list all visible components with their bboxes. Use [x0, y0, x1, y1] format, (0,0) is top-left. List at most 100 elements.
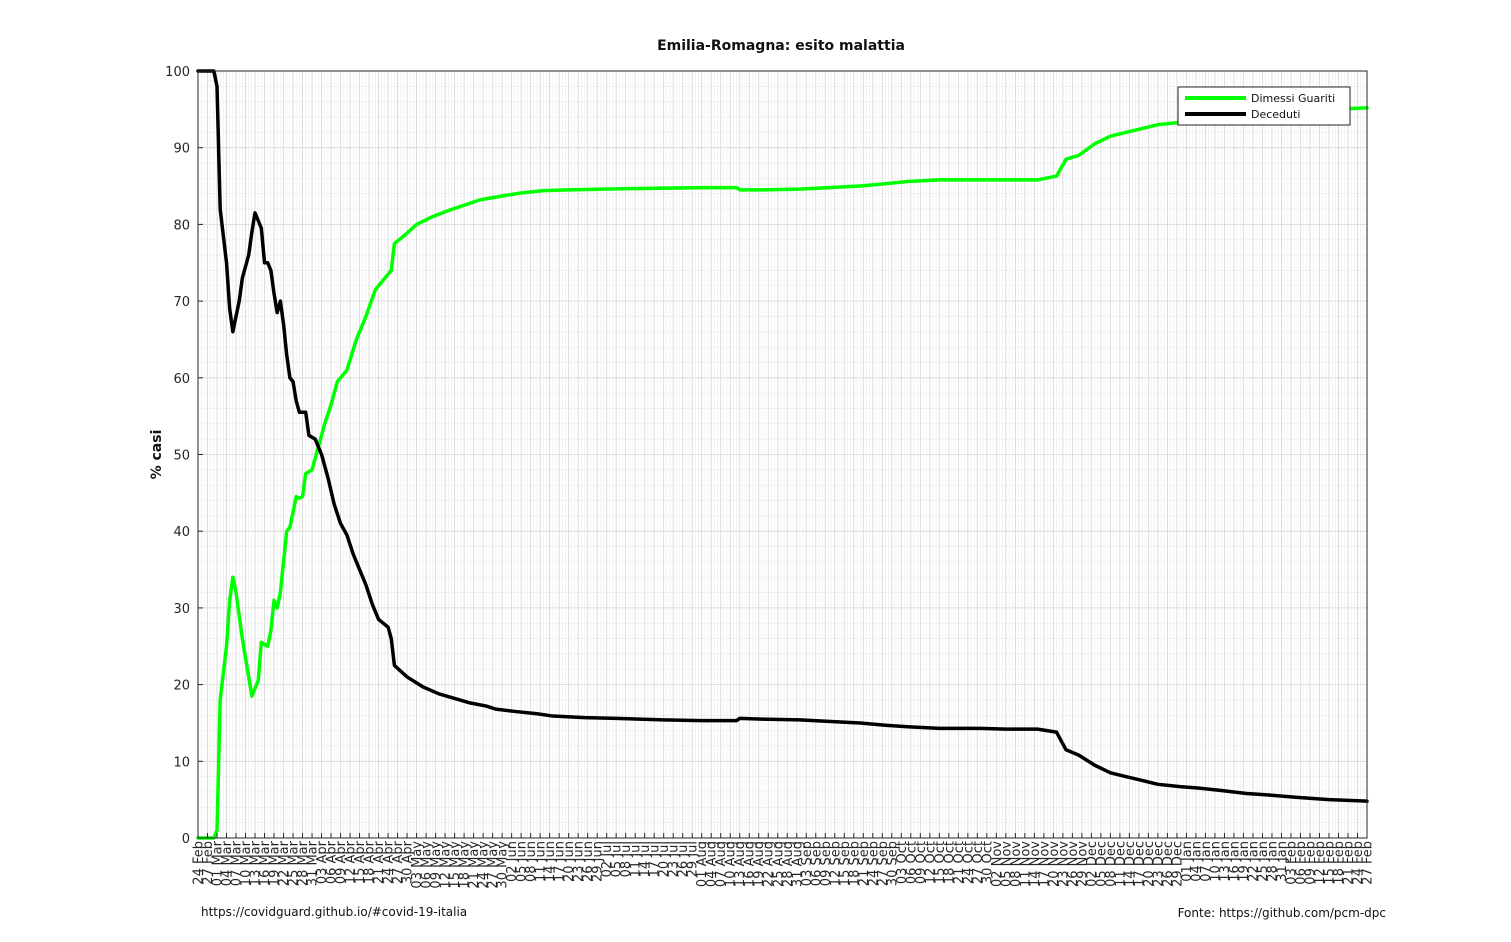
x-tick-label: 30 May [496, 841, 511, 889]
x-tick-label: 15 Feb [1322, 841, 1337, 885]
x-tick-label: 24 May [477, 841, 492, 889]
x-tick-label: 09 Feb [1303, 841, 1318, 885]
x-tick-label: 30 Sep [885, 841, 900, 886]
x-tick-label: 22 Jan [1246, 841, 1261, 882]
chart-title: Emilia-Romagna: esito malattia [657, 38, 905, 54]
x-tick-label: 20 Nov [1047, 841, 1062, 887]
x-tick-label: 04 Aug [705, 841, 720, 887]
x-tick-label: 28 Jan [1265, 841, 1280, 882]
x-tick-label: 04 Jan [1189, 841, 1204, 882]
x-tick-label: 29 Jul [686, 841, 701, 877]
footer-source-link[interactable]: https://covidguard.github.io/#covid-19-i… [201, 905, 468, 919]
x-tick-label: 23 Jun [572, 841, 587, 882]
x-tick-label: 24 Feb [192, 841, 207, 885]
x-tick-label: 01 Jan [1180, 841, 1195, 882]
x-tick-label: 03 Oct [895, 841, 910, 884]
x-tick-label: 11 Nov [1018, 841, 1033, 887]
x-tick-label: 20 Jul [657, 841, 672, 877]
x-tick-label: 16 Aug [743, 841, 758, 887]
x-tick-label: 16 Jan [1227, 841, 1242, 882]
y-tick-label: 80 [173, 218, 190, 233]
y-tick-label: 0 [182, 832, 190, 847]
x-tick-label: 31 Jan [1275, 841, 1290, 882]
x-tick-label: 05 Jul [610, 841, 625, 877]
x-tick-label: 06 May [420, 841, 435, 889]
x-tick-label: 17 Jun [553, 841, 568, 882]
x-tick-label: 27 Feb [1361, 841, 1376, 885]
x-tick-label: 30 Oct [980, 841, 995, 884]
x-tick-label: 31 Mar [306, 840, 321, 886]
y-axis: 0 10 20 30 40 50 60 70 80 90 100 [165, 65, 203, 847]
x-tick-label: 26 Jul [676, 841, 691, 877]
x-tick-label: 28 Aug [781, 841, 796, 887]
x-tick-label: 02 Jun [505, 841, 520, 882]
x-tick-label: 12 Feb [1313, 841, 1328, 885]
x-tick-label: 06 Oct [904, 841, 919, 884]
x-tick-label: 05 Dec [1094, 841, 1109, 887]
x-tick-label: 13 Aug [733, 841, 748, 887]
y-tick-label: 10 [173, 755, 190, 770]
x-tick-label: 03 Feb [1284, 841, 1299, 885]
x-tick-label: 03 Sep [800, 841, 815, 886]
x-tick-label: 27 Sep [876, 841, 891, 886]
y-tick-label: 30 [173, 602, 190, 617]
x-tick-label: 06 Apr [325, 840, 340, 884]
x-tick-label: 02 Dec [1085, 841, 1100, 887]
x-tick-label: 01 Aug [695, 841, 710, 887]
x-tick-label: 10 Mar [239, 840, 254, 886]
x-tick-label: 06 Sep [809, 841, 824, 886]
legend-label: Deceduti [1251, 108, 1300, 121]
x-tick-label: 28 Mar [296, 840, 311, 886]
x-tick-label: 24 Feb [1351, 841, 1366, 885]
y-tick-label: 100 [165, 65, 190, 80]
x-tick-label: 21 Sep [857, 841, 872, 886]
x-tick-label: 07 Mar [230, 840, 245, 886]
x-tick-label: 19 Aug [752, 841, 767, 887]
x-tick-label: 22 Mar [277, 840, 292, 886]
x-tick-label: 08 Nov [1009, 841, 1024, 887]
x-tick-label: 12 Apr [344, 840, 359, 884]
x-tick-label: 10 Aug [724, 841, 739, 887]
x-tick-label: 23 Nov [1056, 841, 1071, 887]
series-line-dimessi-guariti [196, 106, 1369, 840]
y-tick-label: 60 [173, 372, 190, 387]
x-tick-label: 29 Jun [591, 841, 606, 882]
x-tick-label: 05 Jun [515, 841, 530, 882]
x-tick-label: 14 Jun [543, 841, 558, 882]
x-tick-label: 01 Mar [211, 840, 226, 886]
x-tick-label: 18 May [458, 841, 473, 889]
x-tick-label: 07 Aug [714, 841, 729, 887]
x-tick-label: 18 Feb [1332, 841, 1347, 885]
x-tick-label: 03 May [410, 841, 425, 889]
x-tick-label: 21 May [467, 841, 482, 889]
x-tick-label: 27 Feb [201, 841, 216, 885]
x-tick-label: 15 Oct [933, 841, 948, 884]
x-tick-label: 26 Dec [1161, 841, 1176, 887]
x-tick-label: 21 Apr [372, 840, 387, 884]
x-tick-label: 23 Dec [1151, 841, 1166, 887]
x-tick-label: 21 Oct [952, 841, 967, 884]
x-tick-label: 17 Nov [1037, 841, 1052, 887]
y-tick-label: 20 [173, 679, 190, 694]
x-tick-label: 19 Mar [268, 840, 283, 886]
x-tick-label: 09 May [429, 841, 444, 889]
x-tick-label: 08 Jul [619, 841, 634, 877]
x-tick-label: 31 Aug [790, 841, 805, 887]
x-tick-label: 08 Dec [1104, 841, 1119, 887]
x-tick-label: 25 Aug [771, 841, 786, 887]
x-tick-label: 18 Oct [942, 841, 957, 884]
major-grid [198, 71, 1367, 838]
x-tick-label: 18 Sep [847, 841, 862, 886]
x-tick-label: 12 Sep [828, 841, 843, 886]
x-tick-label: 21 Feb [1341, 841, 1356, 885]
x-tick-label: 14 Jul [638, 841, 653, 877]
series-layer [196, 69, 1369, 840]
legend-box [1177, 86, 1351, 126]
y-tick-label: 70 [173, 295, 190, 310]
major-grid-lines [198, 71, 1367, 838]
x-tick-label: 26 Jun [581, 841, 596, 882]
x-tick-label: 30 Apr [401, 840, 416, 884]
x-tick-label: 20 Dec [1142, 841, 1157, 887]
x-tick-label: 25 Mar [287, 840, 302, 886]
